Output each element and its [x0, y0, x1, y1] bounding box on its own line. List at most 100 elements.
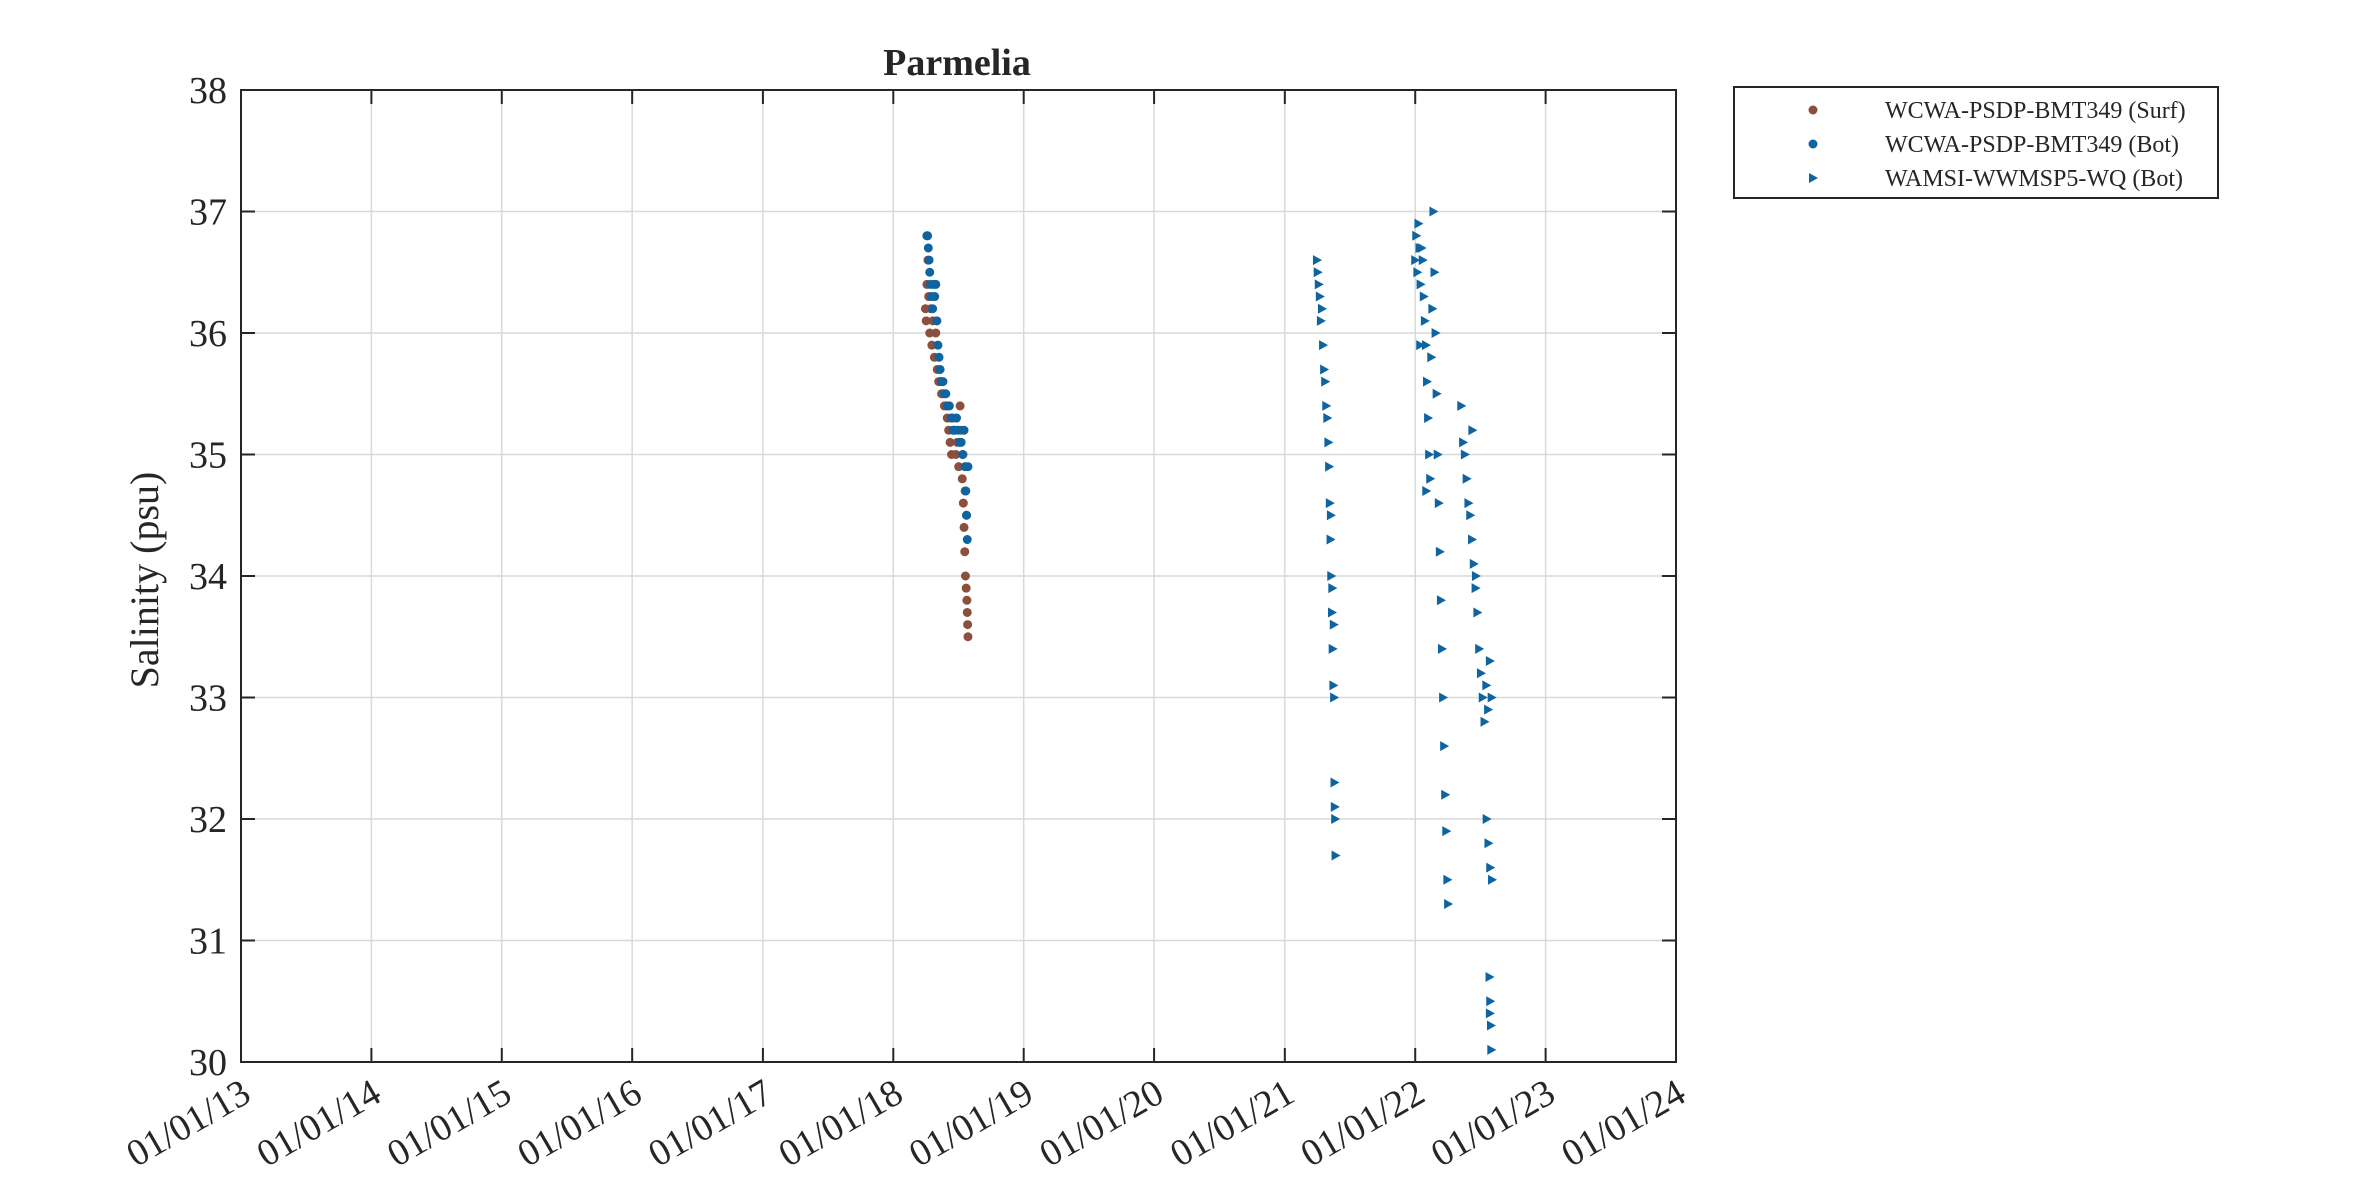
- legend-marker: [1808, 139, 1818, 149]
- data-point: [958, 498, 968, 508]
- data-point: [963, 462, 973, 472]
- data-point: [1487, 1044, 1497, 1055]
- chart-title: Parmelia: [883, 42, 1031, 84]
- data-point: [1413, 267, 1423, 278]
- data-point: [959, 425, 969, 435]
- data-point: [1441, 789, 1451, 800]
- data-point: [1484, 838, 1494, 849]
- data-point: [961, 583, 971, 593]
- y-tick-label: 36: [189, 313, 227, 355]
- data-point: [960, 547, 970, 557]
- data-point: [935, 364, 945, 374]
- data-point: [1421, 340, 1431, 351]
- data-point: [1430, 267, 1440, 278]
- data-point: [1420, 315, 1430, 326]
- data-point: [1423, 376, 1433, 387]
- data-point: [1428, 303, 1438, 314]
- data-point: [1471, 583, 1481, 594]
- data-point: [1443, 874, 1453, 885]
- y-axis-label: Salinity (psu): [122, 472, 167, 689]
- data-point: [1326, 534, 1336, 545]
- data-point: [1314, 279, 1324, 290]
- data-point: [1484, 704, 1494, 715]
- legend-marker: [1808, 105, 1818, 115]
- data-point: [1433, 449, 1443, 460]
- data-point: [1424, 413, 1434, 424]
- data-point: [1412, 230, 1422, 241]
- data-point: [1471, 571, 1481, 581]
- data-point: [1328, 583, 1338, 594]
- y-tick-label: 35: [189, 435, 227, 477]
- data-point: [1436, 595, 1446, 606]
- plot-area: [240, 89, 1677, 1063]
- data-point: [1321, 376, 1331, 387]
- data-point: [941, 389, 951, 399]
- data-point: [1476, 668, 1486, 679]
- data-point: [1440, 741, 1450, 752]
- data-point: [1327, 607, 1337, 618]
- data-point: [925, 267, 935, 277]
- data-point: [955, 401, 965, 411]
- data-point: [1486, 862, 1496, 873]
- series-2: [922, 231, 973, 545]
- data-point: [956, 437, 966, 447]
- data-point: [931, 328, 941, 338]
- data-point: [1462, 473, 1472, 484]
- data-point: [1485, 971, 1495, 982]
- data-point: [1486, 1020, 1496, 1031]
- data-point: [1425, 449, 1435, 460]
- data-point: [932, 316, 942, 326]
- data-point: [1320, 364, 1330, 375]
- y-tick-label: 32: [189, 799, 227, 841]
- data-point: [1468, 534, 1478, 545]
- data-point: [1434, 498, 1444, 509]
- data-point: [952, 413, 962, 423]
- y-axis-tick-labels: 30 31 32 33 34 35 36 37 38: [189, 70, 227, 1084]
- data-point: [1486, 996, 1496, 1007]
- data-point: [1313, 267, 1323, 278]
- data-point: [1323, 413, 1333, 424]
- legend-label: WCWA-PSDP-BMT349 (Bot): [1885, 132, 2179, 158]
- data-point: [1324, 437, 1334, 448]
- data-point: [1429, 206, 1439, 217]
- data-point: [1487, 692, 1497, 703]
- data-point: [1482, 680, 1492, 691]
- data-point: [1322, 400, 1332, 411]
- data-point: [962, 510, 972, 520]
- data-point: [924, 255, 934, 265]
- legend-label: WCWA-PSDP-BMT349 (Surf): [1885, 98, 2186, 124]
- data-point: [944, 401, 954, 411]
- data-point: [1330, 801, 1340, 812]
- data-point: [1444, 899, 1454, 910]
- data-point: [1326, 510, 1336, 521]
- legend-entry: WAMSI-WWMSP5-WQ (Bot): [1809, 166, 2183, 192]
- data-point: [938, 377, 948, 387]
- data-point: [1312, 255, 1322, 266]
- data-point: [933, 340, 943, 350]
- data-marks: [920, 206, 1498, 1055]
- data-point: [1478, 692, 1488, 703]
- data-point: [1416, 340, 1426, 351]
- data-point: [1331, 850, 1341, 861]
- data-point: [1464, 498, 1474, 509]
- legend-entries: WCWA-PSDP-BMT349 (Surf) WCWA-PSDP-BMT349 …: [1808, 98, 2186, 192]
- data-point: [962, 535, 972, 545]
- data-point: [1331, 814, 1341, 824]
- data-point: [1473, 607, 1483, 618]
- data-point: [930, 292, 940, 302]
- y-tick-label: 30: [189, 1042, 227, 1084]
- data-point: [1442, 826, 1452, 837]
- data-point: [1328, 643, 1338, 654]
- data-point: [1317, 303, 1327, 314]
- y-tick-label: 37: [189, 192, 227, 234]
- data-point: [1417, 242, 1427, 253]
- data-point: [1422, 485, 1432, 496]
- y-tick-label: 33: [189, 678, 227, 720]
- data-point: [923, 231, 933, 241]
- data-point: [1316, 315, 1326, 326]
- data-point: [1439, 692, 1449, 703]
- y-tick-label: 38: [189, 70, 227, 112]
- data-point: [1480, 716, 1490, 727]
- data-point: [1438, 643, 1448, 654]
